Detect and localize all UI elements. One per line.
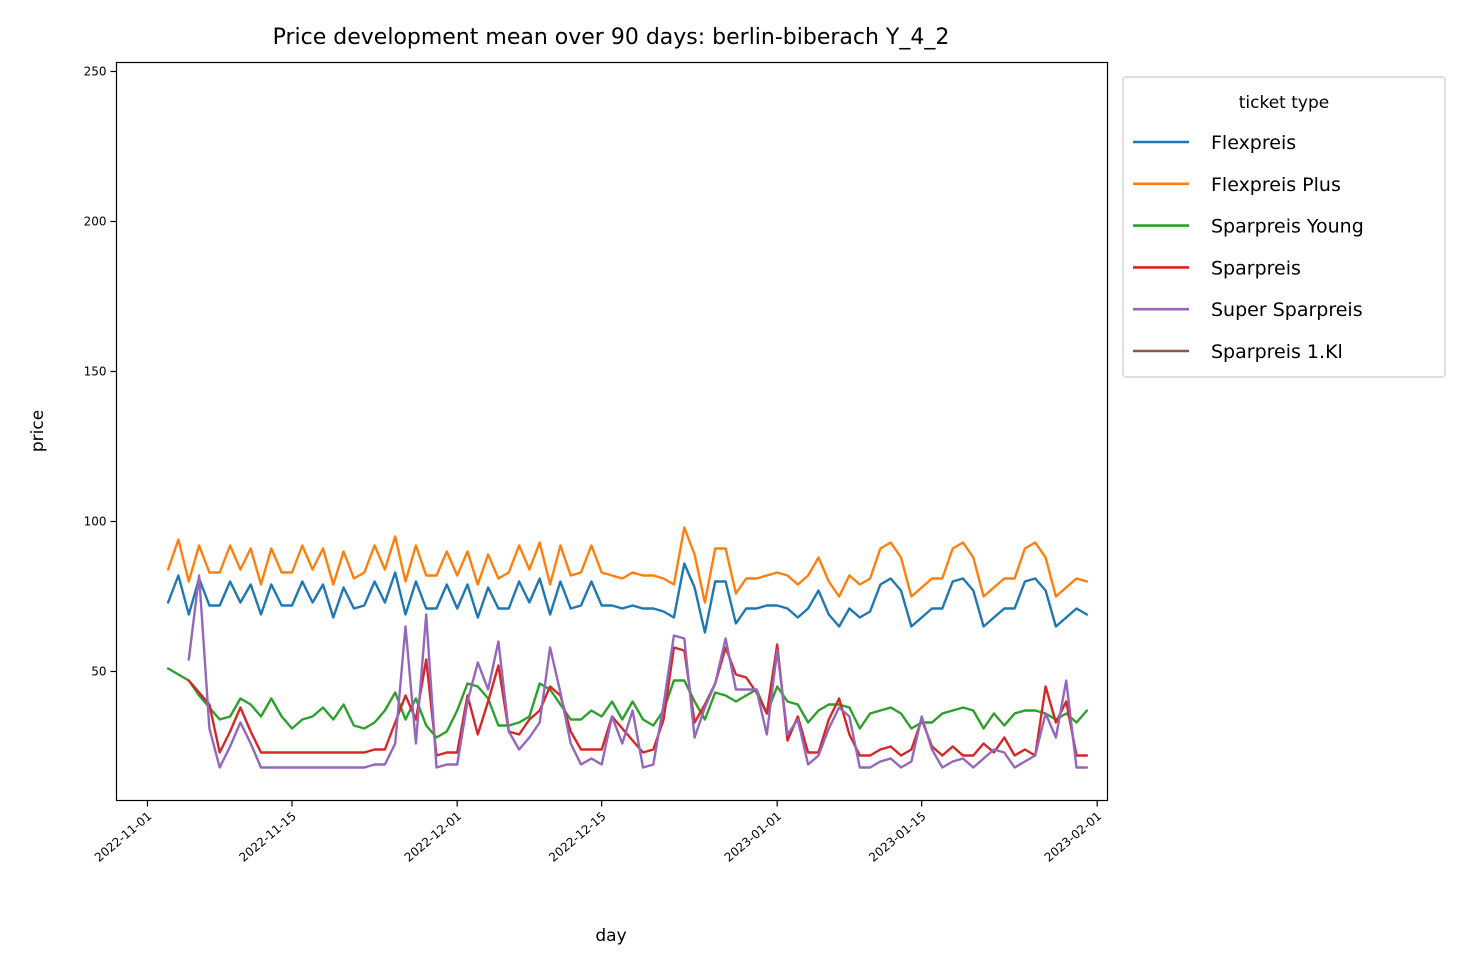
series-line-sparpreis: [187, 643, 1089, 757]
legend-label: Super Sparpreis: [1211, 299, 1363, 321]
series-line-flexpreis-plus: [166, 526, 1089, 604]
y-tick-label: 50: [91, 665, 106, 679]
legend-label: Sparpreis: [1211, 257, 1301, 279]
legend-label: Sparpreis 1.Kl: [1211, 341, 1343, 363]
x-tick-label: 2023-01-01: [722, 809, 784, 865]
y-tick-label: 200: [84, 215, 107, 229]
series-line-super-sparpreis: [187, 574, 1089, 769]
legend-frame: [1122, 76, 1446, 378]
x-tick-label: 2023-02-01: [1042, 809, 1104, 865]
y-tick-label: 250: [84, 65, 107, 79]
x-tick-label: 2022-12-15: [546, 809, 608, 865]
x-tick-label: 2022-12-01: [402, 809, 464, 865]
legend-title: ticket type: [1239, 93, 1329, 113]
y-tick-label: 100: [84, 515, 107, 529]
y-axis-label: price: [28, 410, 48, 452]
series-line-flexpreis: [166, 562, 1089, 634]
chart-title: Price development mean over 90 days: ber…: [273, 25, 950, 50]
y-tick-label: 150: [84, 365, 107, 379]
legend: ticket type Flexpreis Flexpreis Plus Sparp…: [1122, 76, 1446, 378]
x-tick-label: 2022-11-15: [236, 809, 298, 865]
legend-label: Flexpreis: [1211, 132, 1296, 154]
x-axis-label: day: [595, 926, 626, 946]
legend-label: Flexpreis Plus: [1211, 174, 1341, 196]
plot-area-frame: [115, 61, 1109, 802]
x-axis: 2022-11-01 2022-11-15 2022-12-01 2022-12-15…: [92, 800, 1104, 865]
y-axis: 50 100 150 200 250: [84, 65, 117, 679]
series-lines: [166, 526, 1089, 769]
x-tick-label: 2023-01-15: [866, 809, 928, 865]
legend-label: Sparpreis Young: [1211, 216, 1364, 238]
x-tick-label: 2022-11-01: [92, 809, 154, 865]
series-line-sparpreis-young: [166, 667, 1089, 739]
